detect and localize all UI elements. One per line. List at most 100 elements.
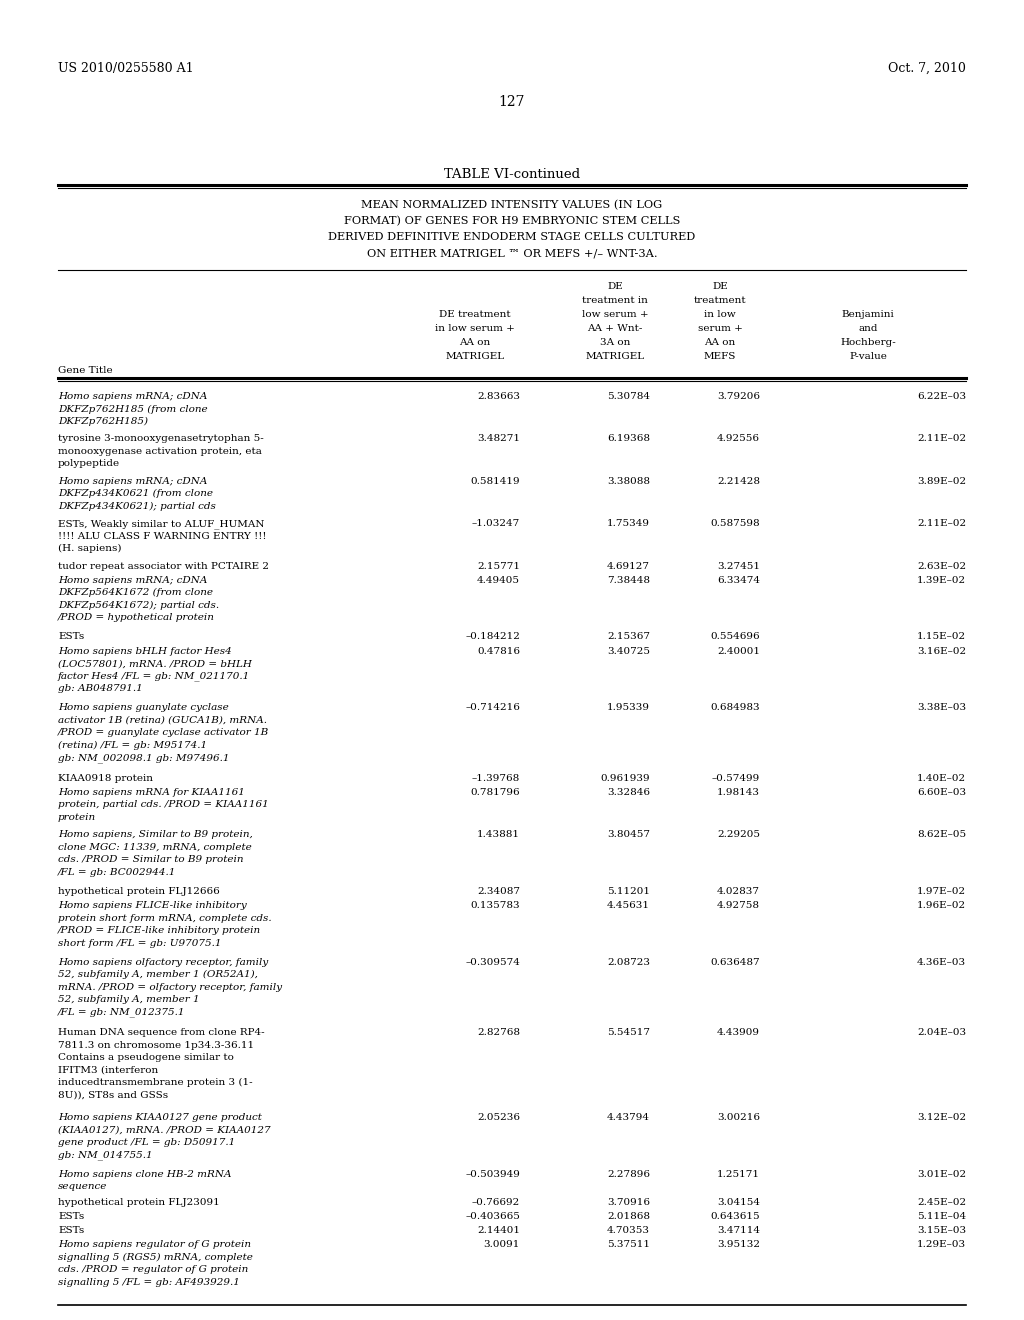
Text: 5.11E–04: 5.11E–04: [916, 1212, 966, 1221]
Text: DKFZp762H185 (from clone: DKFZp762H185 (from clone: [58, 404, 208, 413]
Text: –0.309574: –0.309574: [465, 957, 520, 966]
Text: signalling 5 /FL = gb: AF493929.1: signalling 5 /FL = gb: AF493929.1: [58, 1278, 240, 1287]
Text: protein, partial cds. /PROD = KIAA1161: protein, partial cds. /PROD = KIAA1161: [58, 800, 268, 809]
Text: –0.57499: –0.57499: [712, 774, 760, 783]
Text: P-value: P-value: [849, 352, 887, 360]
Text: and: and: [858, 323, 878, 333]
Text: mRNA. /PROD = olfactory receptor, family: mRNA. /PROD = olfactory receptor, family: [58, 982, 283, 991]
Text: treatment in: treatment in: [582, 296, 648, 305]
Text: tyrosine 3-monooxygenasetrytophan 5-: tyrosine 3-monooxygenasetrytophan 5-: [58, 434, 264, 444]
Text: Hochberg-: Hochberg-: [840, 338, 896, 347]
Text: 4.92556: 4.92556: [717, 434, 760, 444]
Text: 2.63E–02: 2.63E–02: [916, 562, 966, 570]
Text: AA + Wnt-: AA + Wnt-: [588, 323, 643, 333]
Text: 3.38E–03: 3.38E–03: [916, 704, 966, 711]
Text: activator 1B (retina) (GUCA1B), mRNA.: activator 1B (retina) (GUCA1B), mRNA.: [58, 715, 267, 725]
Text: –0.403665: –0.403665: [465, 1212, 520, 1221]
Text: MEAN NORMALIZED INTENSITY VALUES (IN LOG: MEAN NORMALIZED INTENSITY VALUES (IN LOG: [361, 201, 663, 210]
Text: DKFZp434K0621 (from clone: DKFZp434K0621 (from clone: [58, 490, 213, 499]
Text: gb: NM_014755.1: gb: NM_014755.1: [58, 1151, 153, 1160]
Text: 4.69127: 4.69127: [607, 562, 650, 570]
Text: DKFZp762H185): DKFZp762H185): [58, 417, 148, 426]
Text: Homo sapiens regulator of G protein: Homo sapiens regulator of G protein: [58, 1241, 251, 1250]
Text: 4.02837: 4.02837: [717, 887, 760, 896]
Text: 3.79206: 3.79206: [717, 392, 760, 401]
Text: 5.54517: 5.54517: [607, 1028, 650, 1038]
Text: 5.30784: 5.30784: [607, 392, 650, 401]
Text: /FL = gb: NM_012375.1: /FL = gb: NM_012375.1: [58, 1007, 185, 1018]
Text: DE: DE: [607, 282, 623, 290]
Text: TABLE VI-continued: TABLE VI-continued: [444, 168, 580, 181]
Text: 3.95132: 3.95132: [717, 1241, 760, 1250]
Text: 3.04154: 3.04154: [717, 1199, 760, 1206]
Text: factor Hes4 /FL = gb: NM_021170.1: factor Hes4 /FL = gb: NM_021170.1: [58, 672, 250, 681]
Text: 2.29205: 2.29205: [717, 830, 760, 840]
Text: –1.39768: –1.39768: [472, 774, 520, 783]
Text: 3.80457: 3.80457: [607, 830, 650, 840]
Text: hypothetical protein FLJ12666: hypothetical protein FLJ12666: [58, 887, 220, 896]
Text: Homo sapiens mRNA; cDNA: Homo sapiens mRNA; cDNA: [58, 477, 208, 486]
Text: 3.40725: 3.40725: [607, 647, 650, 656]
Text: MATRIGEL: MATRIGEL: [586, 352, 644, 360]
Text: 8U)), ST8s and GSSs: 8U)), ST8s and GSSs: [58, 1090, 168, 1100]
Text: 6.22E–03: 6.22E–03: [916, 392, 966, 401]
Text: inducedtransmembrane protein 3 (1-: inducedtransmembrane protein 3 (1-: [58, 1078, 253, 1088]
Text: 2.14401: 2.14401: [477, 1226, 520, 1236]
Text: AA on: AA on: [705, 338, 735, 347]
Text: 0.135783: 0.135783: [470, 902, 520, 909]
Text: clone MGC: 11339, mRNA, complete: clone MGC: 11339, mRNA, complete: [58, 843, 252, 851]
Text: 0.961939: 0.961939: [600, 774, 650, 783]
Text: DKFZp434K0621); partial cds: DKFZp434K0621); partial cds: [58, 502, 216, 511]
Text: /PROD = FLICE-like inhibitory protein: /PROD = FLICE-like inhibitory protein: [58, 927, 261, 935]
Text: 4.43909: 4.43909: [717, 1028, 760, 1038]
Text: 3.15E–03: 3.15E–03: [916, 1226, 966, 1236]
Text: /FL = gb: BC002944.1: /FL = gb: BC002944.1: [58, 867, 176, 876]
Text: DERIVED DEFINITIVE ENDODERM STAGE CELLS CULTURED: DERIVED DEFINITIVE ENDODERM STAGE CELLS …: [329, 232, 695, 242]
Text: 0.587598: 0.587598: [711, 519, 760, 528]
Text: 5.11201: 5.11201: [607, 887, 650, 896]
Text: 1.75349: 1.75349: [607, 519, 650, 528]
Text: Homo sapiens mRNA; cDNA: Homo sapiens mRNA; cDNA: [58, 392, 208, 401]
Text: Homo sapiens clone HB-2 mRNA: Homo sapiens clone HB-2 mRNA: [58, 1170, 231, 1179]
Text: 3.00216: 3.00216: [717, 1113, 760, 1122]
Text: sequence: sequence: [58, 1183, 108, 1191]
Text: 2.04E–03: 2.04E–03: [916, 1028, 966, 1038]
Text: (retina) /FL = gb: M95174.1: (retina) /FL = gb: M95174.1: [58, 741, 207, 750]
Text: 0.636487: 0.636487: [711, 957, 760, 966]
Text: Contains a pseudogene similar to: Contains a pseudogene similar to: [58, 1053, 233, 1063]
Text: 2.15771: 2.15771: [477, 562, 520, 570]
Text: 3A on: 3A on: [600, 338, 630, 347]
Text: protein short form mRNA, complete cds.: protein short form mRNA, complete cds.: [58, 913, 271, 923]
Text: 1.43881: 1.43881: [477, 830, 520, 840]
Text: Homo sapiens olfactory receptor, family: Homo sapiens olfactory receptor, family: [58, 957, 268, 966]
Text: (KIAA0127), mRNA. /PROD = KIAA0127: (KIAA0127), mRNA. /PROD = KIAA0127: [58, 1126, 270, 1135]
Text: –0.714216: –0.714216: [465, 704, 520, 711]
Text: 4.43794: 4.43794: [607, 1113, 650, 1122]
Text: –0.184212: –0.184212: [465, 632, 520, 642]
Text: protein: protein: [58, 813, 96, 822]
Text: DE treatment: DE treatment: [439, 310, 511, 319]
Text: 1.15E–02: 1.15E–02: [916, 632, 966, 642]
Text: signalling 5 (RGS5) mRNA, complete: signalling 5 (RGS5) mRNA, complete: [58, 1253, 253, 1262]
Text: 1.25171: 1.25171: [717, 1170, 760, 1179]
Text: 2.01868: 2.01868: [607, 1212, 650, 1221]
Text: –0.503949: –0.503949: [465, 1170, 520, 1179]
Text: 2.40001: 2.40001: [717, 647, 760, 656]
Text: –0.76692: –0.76692: [472, 1199, 520, 1206]
Text: Homo sapiens mRNA for KIAA1161: Homo sapiens mRNA for KIAA1161: [58, 788, 245, 797]
Text: 3.32846: 3.32846: [607, 788, 650, 797]
Text: 2.82768: 2.82768: [477, 1028, 520, 1038]
Text: 3.16E–02: 3.16E–02: [916, 647, 966, 656]
Text: 2.21428: 2.21428: [717, 477, 760, 486]
Text: 3.01E–02: 3.01E–02: [916, 1170, 966, 1179]
Text: /PROD = guanylate cyclase activator 1B: /PROD = guanylate cyclase activator 1B: [58, 729, 269, 737]
Text: –1.03247: –1.03247: [472, 519, 520, 528]
Text: IFITM3 (interferon: IFITM3 (interferon: [58, 1065, 159, 1074]
Text: hypothetical protein FLJ23091: hypothetical protein FLJ23091: [58, 1199, 220, 1206]
Text: US 2010/0255580 A1: US 2010/0255580 A1: [58, 62, 194, 75]
Text: 6.33474: 6.33474: [717, 576, 760, 585]
Text: 1.97E–02: 1.97E–02: [916, 887, 966, 896]
Text: 0.643615: 0.643615: [711, 1212, 760, 1221]
Text: 8.62E–05: 8.62E–05: [916, 830, 966, 840]
Text: Homo sapiens mRNA; cDNA: Homo sapiens mRNA; cDNA: [58, 576, 208, 585]
